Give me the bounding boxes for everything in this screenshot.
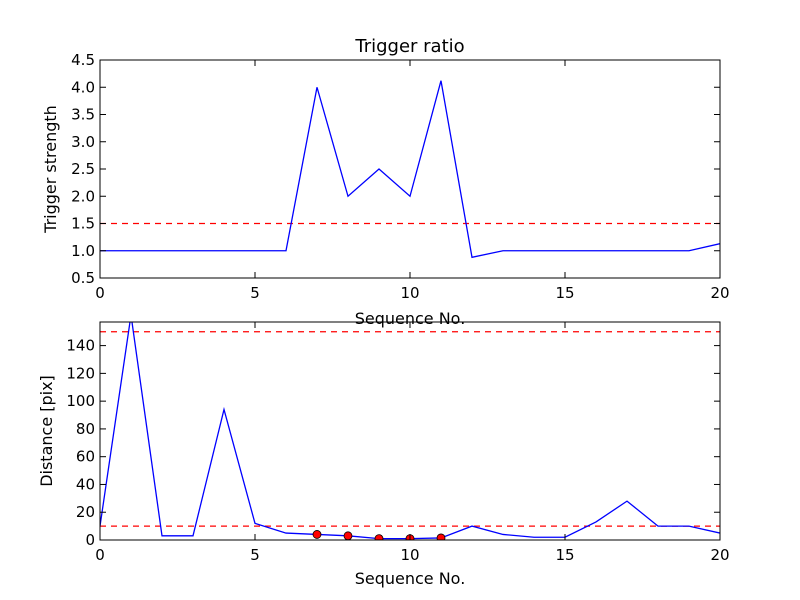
series-line [100,80,720,259]
x-tick-label: 10 [400,284,419,302]
x-tick-label: 5 [250,284,260,302]
y-tick-label: 3.5 [71,106,95,124]
data-point-marker [374,534,384,540]
y-tick-label: 4.5 [71,51,95,69]
chart-title: Trigger ratio [354,36,464,57]
y-tick-label: 0 [85,531,95,549]
series-line [100,322,720,540]
y-tick-label: 80 [76,420,95,438]
y-tick-label: 1.0 [71,242,95,260]
y-tick-label: 120 [66,364,95,382]
y-tick-label: 60 [76,448,95,466]
y-tick-label: 100 [66,392,95,410]
x-axis-label: Sequence No. [355,569,466,588]
plot-frame [99,59,721,279]
y-tick-label: 3.0 [71,133,95,151]
y-axis-label: Distance [pix] [37,375,56,487]
data-point-marker [436,533,446,540]
x-tick-label: 20 [710,284,729,302]
y-axis-label: Trigger strength [41,105,60,234]
y-tick-label: 2.5 [71,160,95,178]
trigger-ratio-plot: Trigger ratio 0 5 10 15 20 0.5 1.0 1.5 2.0 2.5 3.0… [41,36,730,328]
y-tick-label: 40 [76,475,95,493]
x-tick-label: 5 [250,546,260,564]
x-tick-label: 0 [95,546,105,564]
y-tick-label: 140 [66,337,95,355]
x-axis-label: Sequence No. [355,309,466,328]
data-point-marker [312,530,322,539]
y-tick-label: 20 [76,503,95,521]
x-tick-label: 0 [95,284,105,302]
x-tick-label: 20 [710,546,729,564]
plot-frame [99,321,721,541]
x-tick-label: 10 [400,546,419,564]
y-tick-label: 1.5 [71,215,95,233]
x-tick-label: 15 [555,284,574,302]
x-tick-label: 15 [555,546,574,564]
y-tick-label: 0.5 [71,269,95,287]
data-point-marker [343,531,353,540]
y-tick-label: 4.0 [71,78,95,96]
y-tick-label: 2.0 [71,187,95,205]
